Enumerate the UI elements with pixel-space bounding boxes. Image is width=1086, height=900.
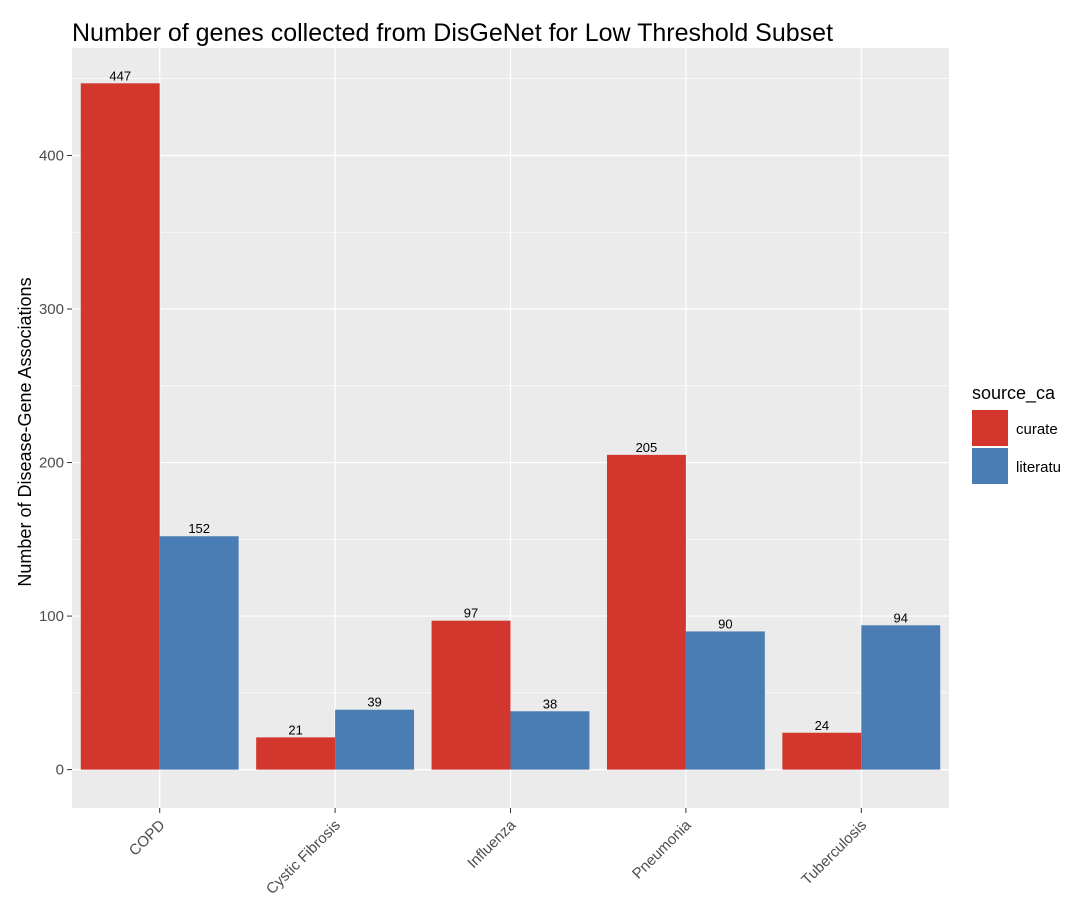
bar-value-label: 24 [815,718,829,733]
bar-value-label: 205 [636,440,658,455]
bar-value-label: 38 [543,696,557,711]
y-tick-label: 100 [39,608,64,625]
bar-literature-pneumonia [685,631,765,770]
bar-literature-influenza [510,711,590,770]
legend-title: source_ca [972,383,1056,404]
bar-curated-cystic-fibrosis [256,737,336,770]
y-axis: 0 100 200 300 400 [39,147,72,779]
bar-value-label: 39 [367,695,381,710]
bar-curated-tuberculosis [782,732,862,770]
legend-key-literature [972,448,1008,484]
bar-value-label: 94 [894,610,908,625]
bar-value-label: 447 [109,68,131,83]
bar-curated-influenza [431,620,511,770]
bar-literature-tuberculosis [861,625,941,770]
x-tick-label: Influenza [464,816,520,872]
y-axis-title: Number of Disease-Gene Associations [15,277,35,586]
bar-labels: 447 152 21 39 97 38 205 90 24 94 [109,68,908,737]
bar-value-label: 90 [718,616,732,631]
y-tick-label: 200 [39,455,64,472]
bar-value-label: 152 [188,521,210,536]
bar-value-label: 21 [288,722,302,737]
bars [80,83,941,770]
chart-title: Number of genes collected from DisGeNet … [72,19,833,47]
legend-label-curated: curate [1016,421,1058,438]
x-tick-label: Pneumonia [629,816,695,882]
legend-key-curated [972,410,1008,446]
legend: source_ca curate literatu [972,383,1061,484]
legend-label-literature: literatu [1016,459,1061,476]
bar-value-label: 97 [464,606,478,621]
x-tick-label: Cystic Fibrosis [263,817,344,898]
bar-literature-copd [159,536,239,770]
x-tick-label: Tuberculosis [798,817,870,889]
bar-curated-pneumonia [606,454,686,770]
bar-literature-cystic-fibrosis [335,709,415,770]
x-axis: COPD Cystic Fibrosis Influenza Pneumonia Tub… [126,808,870,898]
y-tick-label: 400 [39,147,64,164]
y-tick-label: 0 [56,762,64,779]
y-tick-label: 300 [39,301,64,318]
x-tick-label: COPD [126,817,169,860]
bar-curated-copd [80,83,160,770]
